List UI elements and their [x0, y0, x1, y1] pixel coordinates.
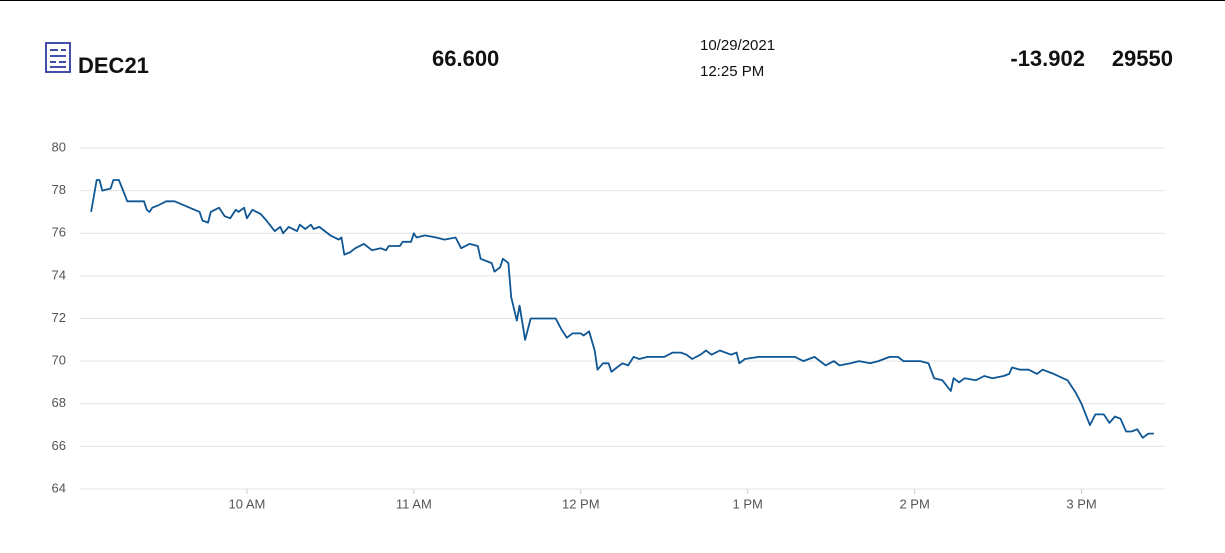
change: -13.902 [1010, 46, 1085, 71]
y-tick-label: 78 [52, 182, 66, 197]
y-tick-label: 70 [52, 353, 66, 368]
y-tick-label: 72 [52, 310, 66, 325]
doc-icon [45, 42, 71, 73]
y-tick-label: 64 [52, 480, 66, 495]
price: 66.600 [432, 46, 499, 71]
x-tick-label: 2 PM [899, 496, 929, 511]
x-tick-label: 1 PM [733, 496, 763, 511]
x-tick-label: 11 AM [396, 496, 432, 511]
x-tick-label: 3 PM [1066, 496, 1096, 511]
date: 10/29/2021 [700, 37, 775, 54]
x-tick-label: 10 AM [228, 496, 265, 511]
price-line [90, 179, 1154, 439]
y-tick-label: 80 [52, 139, 66, 154]
volume: 29550 [1112, 46, 1173, 71]
y-tick-label: 76 [52, 225, 66, 240]
y-tick-label: 74 [52, 267, 66, 282]
x-tick-label: 12 PM [562, 496, 600, 511]
time: 12:25 PM [700, 63, 764, 80]
y-tick-label: 68 [52, 395, 66, 410]
y-tick-label: 66 [52, 438, 66, 453]
symbol: DEC21 [78, 53, 149, 78]
